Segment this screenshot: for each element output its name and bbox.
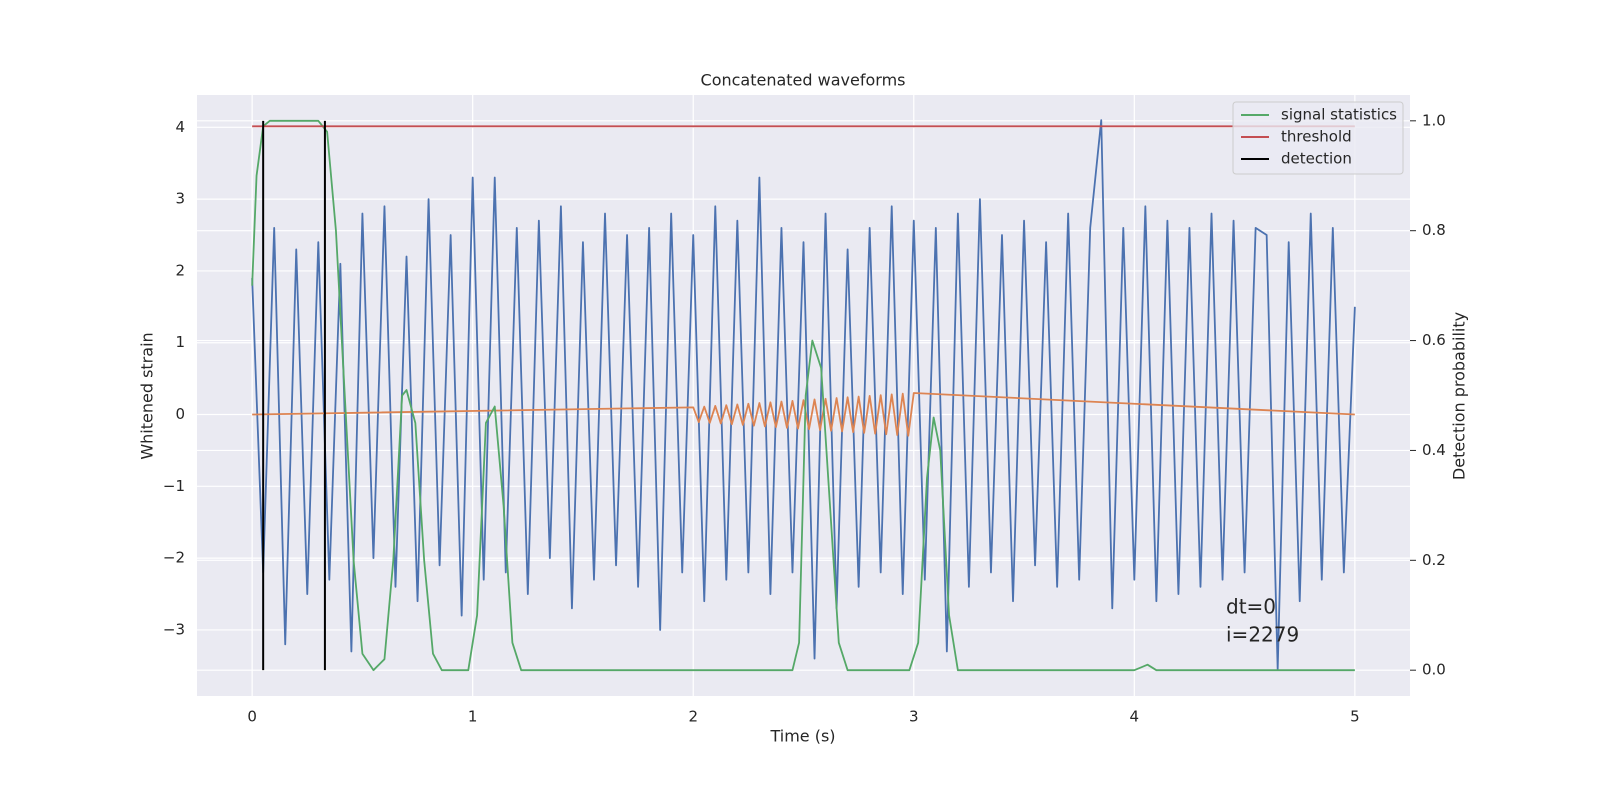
x-tick-label: 1 — [468, 708, 478, 726]
annotation: dt=0 — [1226, 595, 1276, 619]
series-line — [251, 119, 1356, 671]
plot-area — [197, 95, 1410, 696]
y-axis-label: Whitened strain — [138, 332, 157, 459]
legend-label: threshold — [1281, 128, 1352, 146]
y2-tick-label: 1.0 — [1422, 111, 1446, 129]
series-line — [252, 392, 1355, 437]
y2-tick-label: 0.8 — [1422, 221, 1446, 239]
x-tick-label: 0 — [247, 708, 257, 726]
annotation: i=2279 — [1226, 623, 1299, 647]
legend-label: detection — [1281, 150, 1352, 168]
y2-tick-label: 0.0 — [1422, 661, 1446, 679]
legend-label: signal statistics — [1281, 106, 1397, 124]
y-tick-label: 0 — [175, 405, 185, 423]
x-tick-label: 2 — [688, 708, 698, 726]
x-tick-label: 3 — [909, 708, 919, 726]
y-tick-label: −2 — [163, 549, 185, 567]
y2-axis-label: Detection probability — [1450, 312, 1469, 480]
y2-tick-label: 0.6 — [1422, 331, 1446, 349]
y-tick-label: 1 — [175, 333, 185, 351]
x-tick-label: 4 — [1130, 708, 1140, 726]
x-axis-label: Time (s) — [769, 727, 835, 746]
series-line — [251, 119, 1355, 672]
legend-box — [1232, 101, 1404, 175]
x-tick-label: 5 — [1350, 708, 1360, 726]
y-tick-label: −1 — [163, 477, 185, 495]
y2-tick-label: 0.4 — [1422, 441, 1446, 459]
y2-tick-label: 0.2 — [1422, 551, 1446, 569]
y-tick-label: 2 — [175, 261, 185, 279]
y-tick-label: 4 — [175, 118, 185, 136]
y-tick-label: 3 — [175, 190, 185, 208]
chart-title: Concatenated waveforms — [701, 71, 906, 90]
y-tick-label: −3 — [163, 620, 185, 638]
